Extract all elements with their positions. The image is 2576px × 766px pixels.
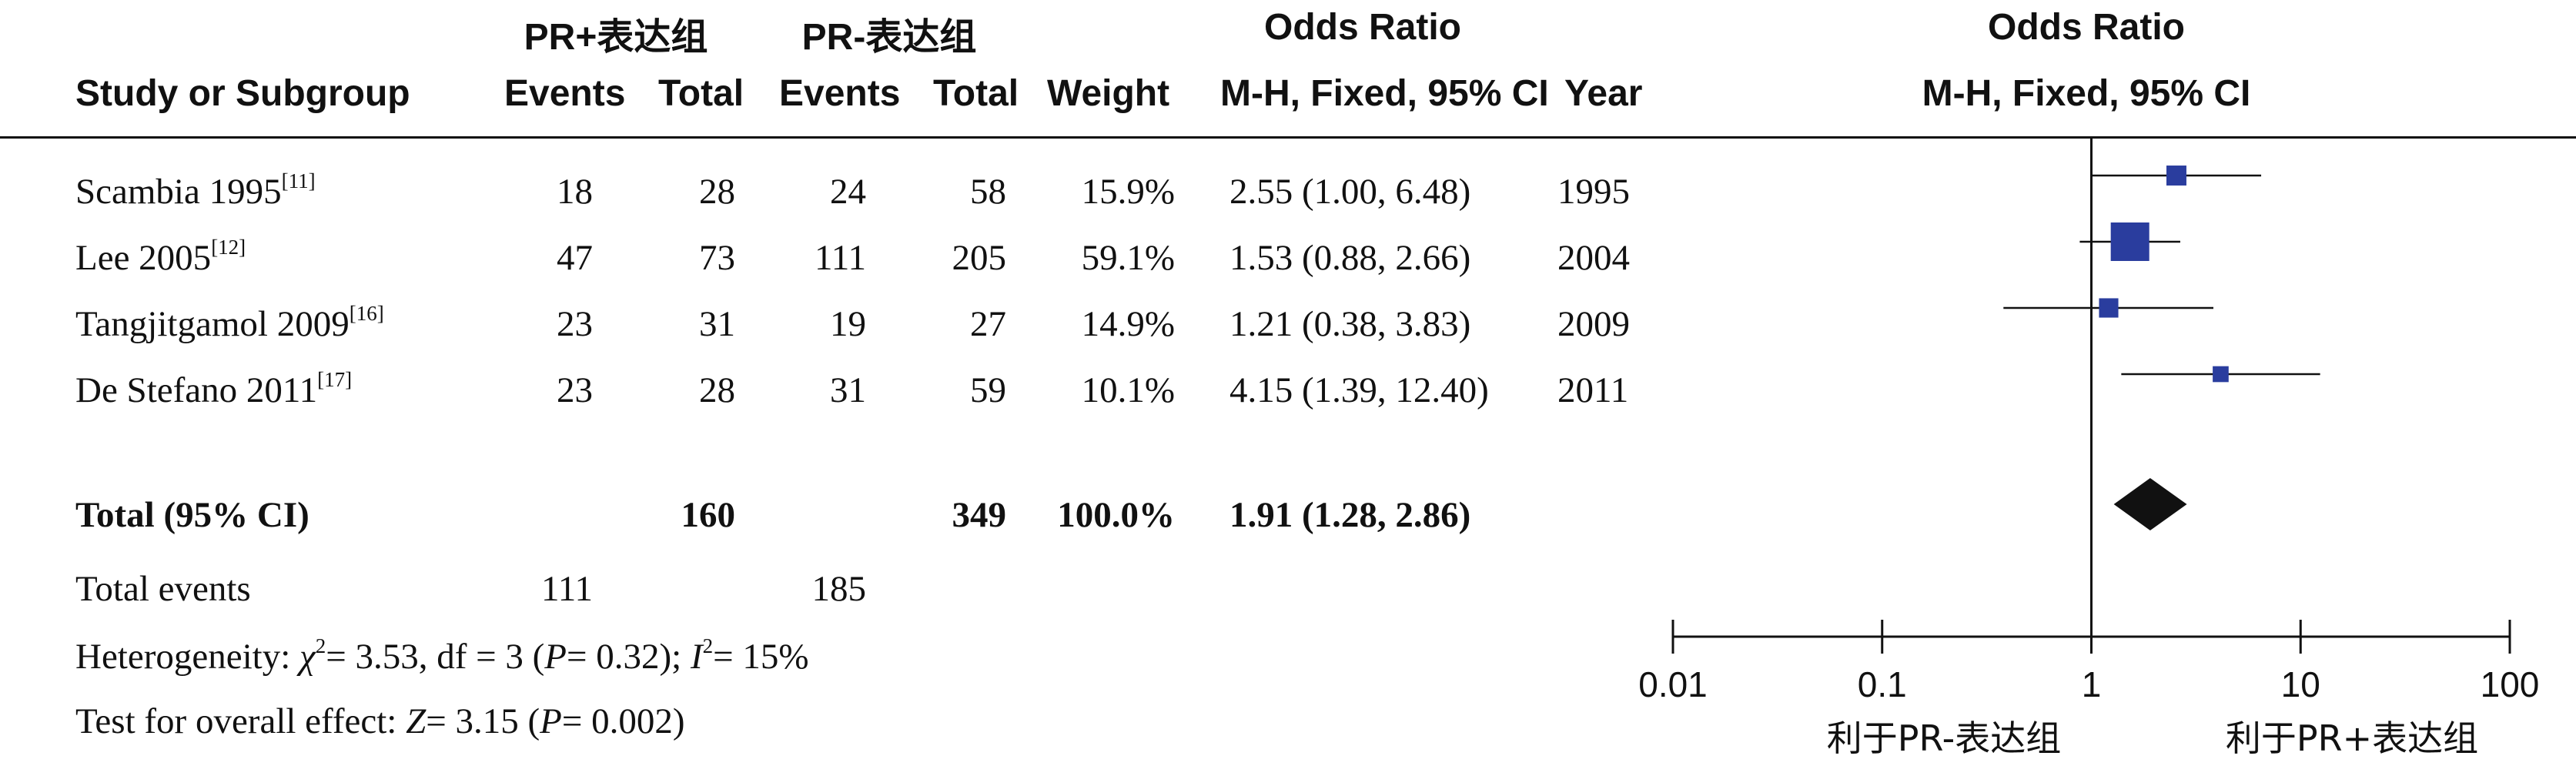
total2-cell: 27 (970, 304, 1006, 344)
study-point-square (2110, 222, 2149, 261)
total2-cell: 58 (970, 172, 1006, 212)
x-tick-label: 1 (2082, 664, 2102, 704)
x-tick-label: 100 (2481, 664, 2540, 704)
events2-cell: 24 (830, 172, 866, 212)
study-name: Tangjitgamol 2009[16] (75, 302, 384, 345)
total2-cell: 59 (970, 370, 1006, 410)
weight-cell: 10.1% (1081, 370, 1175, 410)
total-label: Total (95% CI) (75, 495, 309, 535)
study-name: De Stefano 2011[17] (75, 368, 353, 411)
events1-cell: 23 (557, 370, 593, 410)
total1-cell: 28 (699, 370, 735, 410)
year-cell: 2011 (1557, 370, 1629, 410)
or-title-header: Odds Ratio (1263, 7, 1461, 48)
study-point-square (2166, 166, 2186, 186)
total-events-e2: 185 (811, 569, 867, 609)
weight-cell: 14.9% (1081, 304, 1175, 344)
total-weight: 100.0% (1057, 495, 1175, 535)
year-cell: 2004 (1557, 238, 1630, 278)
total1-cell: 28 (699, 172, 735, 212)
events2-cell: 111 (814, 238, 866, 278)
year-header: Year (1564, 73, 1643, 114)
favours-left-label: 利于PR-表达组 (1827, 717, 2061, 759)
study-point-square (2099, 298, 2119, 318)
events2-cell: 19 (830, 304, 866, 344)
events1-cell: 47 (557, 238, 593, 278)
total-events-e1: 111 (540, 569, 593, 609)
header-divider (0, 136, 2576, 139)
events1-header: Events (504, 73, 626, 114)
study-name: Scambia 1995[11] (75, 169, 316, 212)
weight-header: Weight (1047, 73, 1170, 114)
overall-effect-line: Test for overall effect: Z= 3.15 (P= 0.0… (75, 701, 685, 741)
group1-header: PR+表达组 (524, 17, 708, 58)
events1-cell: 18 (557, 172, 593, 212)
total-t1: 160 (681, 495, 736, 535)
ci-text-cell: 1.21 (0.38, 3.83) (1229, 304, 1471, 344)
plot-title-header: Odds Ratio (1987, 7, 2185, 48)
ci-text-cell: 2.55 (1.00, 6.48) (1229, 172, 1471, 212)
reference-marker: [17] (317, 368, 353, 391)
favours-right-label: 利于PR+表达组 (2226, 717, 2478, 759)
plot-method-header: M-H, Fixed, 95% CI (1922, 73, 2251, 114)
total-t2: 349 (952, 495, 1007, 535)
year-cell: 2009 (1557, 304, 1630, 344)
total2-cell: 205 (952, 238, 1007, 278)
x-tick-label: 0.01 (1638, 664, 1708, 704)
events1-cell: 23 (557, 304, 593, 344)
reference-marker: [11] (281, 169, 316, 192)
reference-marker: [16] (349, 302, 384, 325)
total-events-label: Total events (75, 569, 251, 609)
x-tick-label: 10 (2281, 664, 2320, 704)
ci-text-cell: 1.53 (0.88, 2.66) (1229, 238, 1471, 278)
study-name: Lee 2005[12] (75, 236, 246, 279)
weight-cell: 15.9% (1081, 172, 1175, 212)
total2-header: Total (933, 73, 1019, 114)
events2-header: Events (779, 73, 901, 114)
weight-cell: 59.1% (1081, 238, 1175, 278)
year-cell: 1995 (1557, 172, 1630, 212)
pooled-diamond (2113, 478, 2187, 530)
x-tick-label: 0.1 (1858, 664, 1907, 704)
study-point-square (2213, 366, 2229, 383)
total-ci-text: 1.91 (1.28, 2.86) (1229, 495, 1471, 535)
total1-cell: 31 (699, 304, 735, 344)
total1-cell: 73 (699, 238, 735, 278)
total1-header: Total (658, 73, 744, 114)
events2-cell: 31 (830, 370, 866, 410)
group2-header: PR-表达组 (801, 17, 977, 58)
heterogeneity-line: Heterogeneity: χ2= 3.53, df = 3 (P= 0.32… (75, 634, 809, 677)
or-method-header: M-H, Fixed, 95% CI (1220, 73, 1549, 114)
ci-text-cell: 4.15 (1.39, 12.40) (1229, 370, 1489, 410)
study-column-header: Study or Subgroup (75, 73, 410, 114)
reference-marker: [12] (211, 236, 246, 259)
